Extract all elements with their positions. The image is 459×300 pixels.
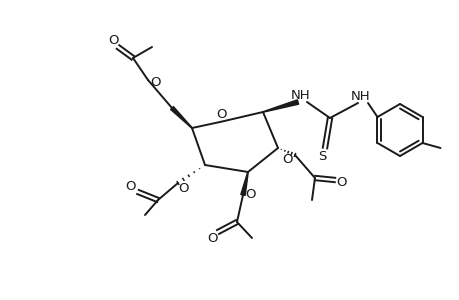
Text: O: O <box>125 181 136 194</box>
Text: S: S <box>317 149 325 163</box>
Text: NH: NH <box>350 89 370 103</box>
Text: O: O <box>151 76 161 88</box>
Polygon shape <box>240 172 248 196</box>
Text: O: O <box>207 232 218 245</box>
Text: O: O <box>245 188 256 202</box>
Text: NH: NH <box>291 88 310 101</box>
Text: O: O <box>108 34 119 46</box>
Polygon shape <box>263 100 298 112</box>
Text: O: O <box>216 107 227 121</box>
Text: O: O <box>179 182 189 194</box>
Polygon shape <box>170 106 192 128</box>
Text: O: O <box>282 152 293 166</box>
Text: O: O <box>336 176 347 188</box>
